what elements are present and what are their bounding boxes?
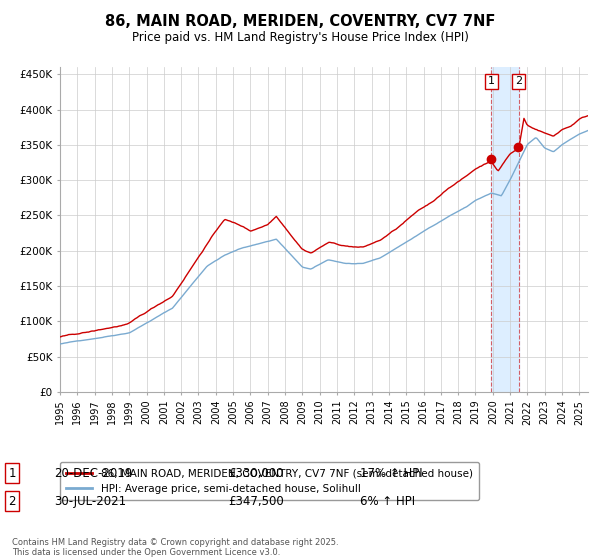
Text: 30-JUL-2021: 30-JUL-2021 (54, 494, 126, 508)
Text: £347,500: £347,500 (228, 494, 284, 508)
Text: 2: 2 (515, 76, 523, 86)
Text: 17% ↑ HPI: 17% ↑ HPI (360, 466, 422, 480)
Text: Price paid vs. HM Land Registry's House Price Index (HPI): Price paid vs. HM Land Registry's House … (131, 31, 469, 44)
Text: 6% ↑ HPI: 6% ↑ HPI (360, 494, 415, 508)
Text: 2: 2 (8, 494, 16, 508)
Text: £330,000: £330,000 (228, 466, 284, 480)
Text: 1: 1 (488, 76, 495, 86)
Text: 20-DEC-2019: 20-DEC-2019 (54, 466, 132, 480)
Text: 86, MAIN ROAD, MERIDEN, COVENTRY, CV7 7NF: 86, MAIN ROAD, MERIDEN, COVENTRY, CV7 7N… (105, 14, 495, 29)
Bar (491, 67, 519, 392)
Legend: 86, MAIN ROAD, MERIDEN, COVENTRY, CV7 7NF (semi-detached house), HPI: Average pr: 86, MAIN ROAD, MERIDEN, COVENTRY, CV7 7N… (60, 462, 479, 500)
Text: Contains HM Land Registry data © Crown copyright and database right 2025.
This d: Contains HM Land Registry data © Crown c… (12, 538, 338, 557)
Text: 1: 1 (8, 466, 16, 480)
